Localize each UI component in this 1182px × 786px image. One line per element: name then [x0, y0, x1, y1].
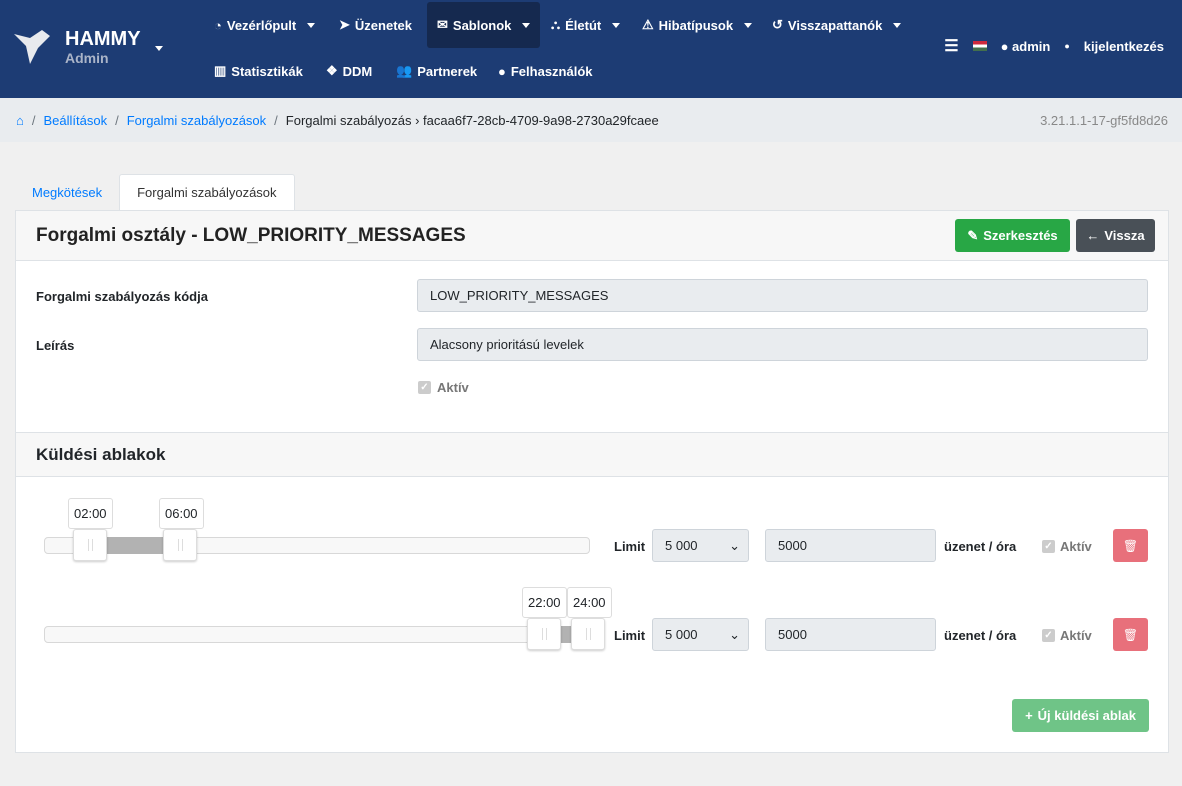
slider-selection — [90, 537, 180, 554]
cubes-icon: ❖ — [326, 63, 338, 78]
brand-title: HAMMY — [65, 28, 141, 50]
delete-window-button[interactable]: 🗑 — [1113, 529, 1148, 562]
user-icon: ● — [1000, 38, 1009, 54]
nav-vezerlopult[interactable]: ◔ Vezérlőpult — [204, 2, 325, 48]
dashboard-icon: ◔ — [214, 17, 222, 33]
breadcrumb-beallitasok[interactable]: Beállítások — [43, 112, 108, 128]
undo-icon: ↺ — [772, 17, 783, 32]
trash-icon: 🗑 — [1122, 538, 1139, 553]
tab-forgalmi-szabalyozasok[interactable]: Forgalmi szabályozások — [119, 174, 295, 210]
unit-label: üzenet / óra — [944, 628, 1017, 643]
chevron-down-icon: ⌄ — [729, 537, 740, 553]
active-label: Aktív — [437, 380, 469, 395]
plus-icon: + — [1025, 708, 1033, 723]
window-active-checkbox[interactable]: ✓ — [1042, 540, 1055, 553]
caret-down-icon — [612, 22, 621, 28]
brand-subtitle: Admin — [65, 50, 109, 66]
limit-input[interactable]: 5000 — [765, 529, 936, 562]
limit-input[interactable]: 5000 — [765, 618, 936, 651]
edit-icon: ✎ — [967, 227, 979, 243]
user-icon: ● — [498, 63, 506, 79]
description-label: Leírás — [36, 338, 75, 353]
active-checkbox[interactable]: ✓ — [418, 381, 431, 394]
caret-down-icon — [744, 22, 753, 28]
code-label: Forgalmi szabályozás kódja — [36, 289, 208, 304]
breadcrumb-current: Forgalmi szabályozás › facaa6f7-28cb-470… — [285, 112, 659, 128]
chevron-down-icon: ⌄ — [729, 626, 740, 642]
back-button[interactable]: ← Vissza — [1076, 219, 1155, 252]
home-icon[interactable]: ⌂ — [16, 112, 24, 128]
unit-label: üzenet / óra — [944, 539, 1017, 554]
end-time-tooltip: 24:00 — [567, 587, 612, 618]
caret-down-icon — [307, 22, 316, 28]
envelope-icon: ✉ — [437, 17, 448, 32]
caret-down-icon — [154, 46, 163, 51]
limit-label: Limit — [614, 628, 646, 643]
nav-statisztikak[interactable]: ▥ Statisztikák — [214, 63, 303, 79]
add-window-button[interactable]: + Új küldési ablak — [1012, 699, 1149, 732]
arrow-left-icon: ← — [1086, 228, 1100, 243]
traffic-class-card: Forgalmi osztály - LOW_PRIORITY_MESSAGES… — [15, 210, 1169, 753]
section-title: Küldési ablakok — [36, 444, 166, 464]
version-label: 3.21.1.1-17-gf5fd8d26 — [1040, 112, 1168, 128]
dot-separator-icon: ● — [1064, 41, 1070, 51]
user-menu[interactable]: ● admin — [1000, 38, 1051, 54]
nav-partnerek[interactable]: 👥 Partnerek — [396, 63, 478, 79]
caret-down-icon — [522, 22, 531, 28]
breadcrumb: ⌂ / Beállítások / Forgalmi szabályozások / … — [0, 98, 1182, 142]
description-field: Alacsony prioritású levelek — [417, 328, 1148, 361]
code-field: LOW_PRIORITY_MESSAGES — [417, 279, 1148, 312]
nav-uzenetek[interactable]: ➤ Üzenetek — [339, 17, 412, 33]
logo-bird-icon — [14, 30, 50, 64]
nav-eletut[interactable]: ⛬ Életút — [541, 2, 630, 48]
delete-window-button[interactable]: 🗑 — [1113, 618, 1148, 651]
page-title: Forgalmi osztály - LOW_PRIORITY_MESSAGES — [36, 224, 466, 246]
breadcrumb-forgalmi-szabalyozasok[interactable]: Forgalmi szabályozások — [126, 112, 267, 128]
nav-visszapattanok[interactable]: ↺ Visszapattanók — [762, 2, 911, 48]
slider-handle-end[interactable] — [163, 529, 197, 561]
limit-label: Limit — [614, 539, 646, 554]
bar-chart-icon: ▥ — [214, 63, 227, 78]
limit-select[interactable]: 5 000 ⌄ — [652, 618, 749, 651]
paper-plane-icon: ➤ — [339, 17, 350, 32]
slider-handle-start[interactable] — [527, 618, 561, 650]
slider-handle-start[interactable] — [73, 529, 107, 561]
slider-handle-end[interactable] — [571, 618, 605, 650]
navbar: HAMMY Admin ◔ Vezérlőpult ➤ Üzenetek ✉ Sablo… — [0, 0, 1182, 98]
caret-down-icon — [893, 22, 902, 28]
limit-select[interactable]: 5 000 ⌄ — [652, 529, 749, 562]
trash-icon: 🗑 — [1122, 627, 1139, 642]
users-icon: 👥 — [396, 63, 413, 78]
start-time-tooltip: 22:00 — [522, 587, 567, 618]
nav-hibatipusok[interactable]: ⚠ Hibatípusok — [632, 2, 762, 48]
window-active-checkbox[interactable]: ✓ — [1042, 629, 1055, 642]
start-time-tooltip: 02:00 — [68, 498, 113, 529]
time-range-slider[interactable] — [44, 626, 605, 643]
brand[interactable]: HAMMY Admin — [12, 28, 163, 66]
logout-link[interactable]: kijelentkezés — [1083, 38, 1164, 54]
tab-megkotesek[interactable]: Megkötések — [32, 184, 103, 200]
warning-icon: ⚠ — [642, 17, 654, 32]
nav-ddm[interactable]: ❖ DDM — [326, 63, 373, 79]
hamburger-menu-icon[interactable]: ☰ — [944, 38, 959, 55]
nav-sablonok[interactable]: ✉ Sablonok — [427, 2, 540, 48]
end-time-tooltip: 06:00 — [159, 498, 204, 529]
binoculars-icon: ⛬ — [551, 17, 561, 32]
edit-button[interactable]: ✎ Szerkesztés — [955, 219, 1070, 252]
nav-felhasznalok[interactable]: ● Felhasználók — [498, 63, 593, 79]
hungarian-flag-icon[interactable] — [972, 41, 987, 51]
